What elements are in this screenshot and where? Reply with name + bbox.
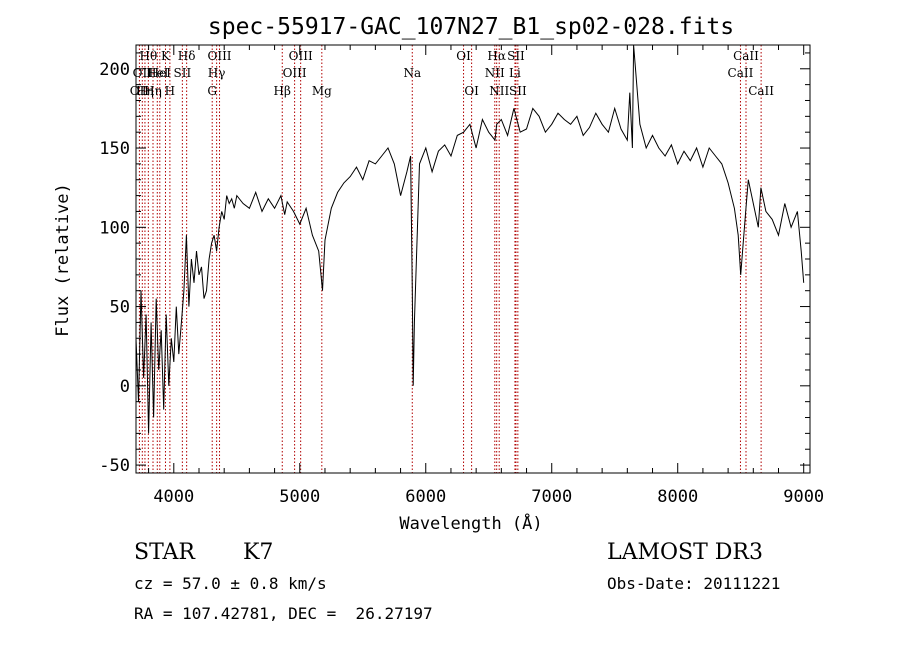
spectrum-chart: spec-55917-GAC_107N27_B1_sp02-028.fits O…	[53, 14, 824, 534]
spectral-line-label: SII	[509, 84, 527, 98]
spectral-line-label: HeI	[149, 66, 172, 80]
spectral-line-label: Hθ	[139, 49, 157, 63]
y-axis-label: Flux (relative)	[53, 183, 73, 337]
x-tick-label: 9000	[783, 487, 824, 507]
spectral-line-label: OIII	[283, 66, 307, 80]
spectral-line-label: OI	[464, 84, 479, 98]
spectral-line-label: CaII	[733, 49, 759, 63]
redshift-cz: cz = 57.0 ± 0.8 km/s	[134, 574, 327, 593]
survey-name: LAMOST DR3	[607, 540, 763, 565]
y-tick-label: 200	[99, 60, 130, 80]
x-tick-label: 8000	[657, 487, 698, 507]
y-tick-label: 150	[99, 139, 130, 159]
spectral-line-label: Hβ	[274, 84, 291, 98]
object-subclass: K7	[243, 540, 274, 565]
object-type: STAR	[134, 540, 195, 565]
y-tick-label: -50	[99, 456, 130, 476]
spectral-line-label: Na	[403, 66, 421, 80]
y-tick-label: 0	[120, 377, 130, 397]
spectral-line-label: SII	[174, 66, 192, 80]
spectral-line-label: CaII	[748, 84, 774, 98]
y-tick-label: 100	[99, 218, 130, 238]
spectral-line-label: Hη	[144, 84, 162, 98]
spectral-line-label: OII	[130, 84, 150, 98]
spectral-line-label: G	[207, 84, 217, 98]
spectral-line-label: OIII	[207, 49, 231, 63]
spectral-line-label: OI	[456, 49, 471, 63]
spectrum-series-line	[135, 44, 805, 434]
x-tick-label: 5000	[279, 487, 320, 507]
spectral-line-label: NII	[485, 66, 505, 80]
spectral-line-label: CaII	[728, 66, 754, 80]
spectral-line-label: K	[161, 49, 171, 63]
spectral-line-label: Li	[509, 66, 521, 80]
y-tick-label: 50	[110, 298, 130, 318]
spectral-line-markers	[138, 45, 762, 473]
y-axis: -50 0 50 100 150 200	[99, 52, 810, 476]
x-tick-label: 6000	[405, 487, 446, 507]
x-axis: 4000 5000 6000 7000 8000 9000	[148, 45, 824, 507]
spectral-line-label: HeI	[146, 66, 169, 80]
spectral-line-label: OIII	[289, 49, 313, 63]
spectral-line-labels: OIIOIIHηHθHηHeIHeIKHSIIHδGHγOIIIHβOIIIOI…	[130, 49, 775, 98]
obs-date: Obs-Date: 20111221	[607, 574, 781, 593]
coordinates: RA = 107.42781, DEC = 26.27197	[134, 604, 433, 623]
spectral-line-label: NII	[489, 84, 509, 98]
spectral-line-label: Hδ	[178, 49, 196, 63]
x-tick-label: 4000	[153, 487, 194, 507]
chart-title: spec-55917-GAC_107N27_B1_sp02-028.fits	[208, 14, 734, 40]
spectral-line-label: Hγ	[208, 66, 226, 80]
spectral-line-label: Hη	[136, 84, 154, 98]
x-tick-label: 7000	[531, 487, 572, 507]
spectral-line-label: OII	[133, 66, 153, 80]
spectral-line-label: Hα	[487, 49, 506, 63]
spectral-line-label: Mg	[312, 84, 332, 98]
spectral-line-label: H	[165, 84, 175, 98]
x-axis-label: Wavelength (Å)	[399, 512, 542, 534]
plot-frame	[135, 44, 811, 474]
spectral-line-label: SII	[507, 49, 525, 63]
